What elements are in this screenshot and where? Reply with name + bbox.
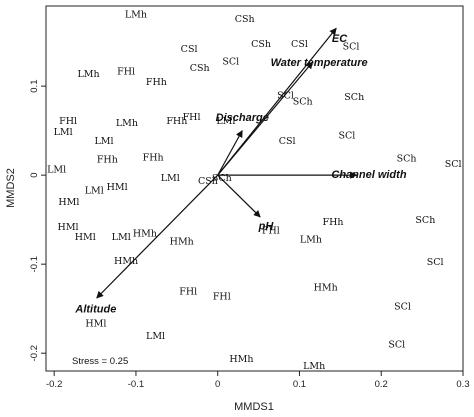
x-tick-label: 0	[215, 379, 220, 390]
site-point-label: HMl	[107, 182, 128, 193]
site-point-label: LMh	[77, 69, 99, 80]
site-point-label: FHl	[179, 286, 197, 297]
stress-annotation: Stress = 0.25	[72, 356, 128, 367]
y-axis: -0.2 -0.1 0 0.1	[29, 80, 46, 361]
plot-frame	[45, 5, 464, 372]
site-point-label: LMh	[125, 9, 147, 20]
site-point-label: SCh	[293, 97, 313, 108]
site-point-label: SCl	[343, 41, 360, 52]
site-point-label: CSh	[190, 63, 210, 74]
site-point-label: HMh	[133, 228, 157, 239]
site-point-label: HMl	[58, 222, 79, 233]
site-point-label: HMl	[85, 318, 106, 329]
site-point-label: LMl	[216, 116, 235, 127]
vector-label: pH	[258, 221, 275, 233]
x-axis-title: MMDS1	[234, 401, 274, 413]
site-point-label: CSh	[235, 14, 255, 25]
vector-label: Discharge	[216, 112, 269, 124]
vector-arrow	[217, 61, 314, 176]
site-point-label: LMl	[161, 173, 180, 184]
site-point-label: LMh	[303, 361, 325, 372]
vector-arrow	[217, 130, 243, 176]
site-point-label: LMl	[47, 164, 66, 175]
site-point-label: SCh	[212, 173, 232, 184]
site-point-label: SCl	[222, 57, 239, 68]
vector-label: Altitude	[74, 303, 116, 315]
x-tick-label: -0.1	[128, 379, 144, 390]
site-point-label: LMh	[300, 235, 322, 246]
vector-label: EC	[332, 33, 348, 45]
x-tick-label: -0.2	[46, 379, 62, 390]
site-point-label: CSh	[251, 39, 271, 50]
site-point-label: SCl	[338, 130, 355, 141]
site-point-label: SCh	[415, 215, 435, 226]
site-point-label: CSl	[291, 39, 308, 50]
vector-label: Water temperature	[271, 57, 368, 69]
site-point-label: LMh	[116, 118, 138, 129]
site-point-label: HMh	[229, 354, 253, 365]
site-point-label: FHl	[183, 112, 201, 123]
site-point-label: SCh	[397, 154, 417, 165]
site-point-label: LMl	[146, 331, 165, 342]
site-point-label: FHl	[59, 116, 77, 127]
site-point-label: SCh	[344, 92, 364, 103]
site-point-label: SCl	[427, 257, 444, 268]
vector-arrow	[217, 174, 261, 218]
site-point-label: HMl	[75, 232, 96, 243]
site-point-label: CSl	[181, 44, 198, 55]
x-tick-label: 0.1	[293, 379, 306, 390]
vectors-layer: EC Water temperature Discharge Channel widt…	[74, 27, 407, 315]
x-tick-label: 0.3	[456, 379, 469, 390]
site-point-label: FHh	[146, 77, 167, 88]
y-tick-label: 0.1	[29, 80, 40, 93]
site-point-label: SCl	[388, 340, 405, 351]
x-tick-label: 0.2	[375, 379, 388, 390]
site-point-label: FHh	[143, 153, 164, 164]
site-point-label: FHh	[166, 116, 187, 127]
site-point-label: LMl	[95, 136, 114, 147]
site-point-label: FHh	[97, 155, 118, 166]
site-point-label: HMl	[58, 197, 79, 208]
site-point-label: FHl	[213, 292, 231, 303]
site-point-label: FHl	[262, 226, 280, 237]
site-point-label: HMh	[170, 236, 194, 247]
site-point-label: HMh	[114, 256, 138, 267]
y-axis-title: MMDS2	[5, 168, 17, 208]
y-tick-label: -0.1	[29, 256, 40, 272]
x-axis: -0.2 -0.1 0 0.1 0.2 0.3	[46, 371, 470, 390]
site-point-label: LMl	[112, 232, 131, 243]
site-point-label: CSl	[279, 136, 296, 147]
vector-arrow	[96, 174, 219, 299]
site-point-label: LMl	[85, 186, 104, 197]
site-point-label: SCl	[277, 90, 294, 101]
site-point-label: SCl	[445, 159, 462, 170]
site-point-label: LMl	[54, 127, 73, 138]
site-point-label: HMh	[314, 283, 338, 294]
site-point-label: CSh	[198, 176, 218, 187]
site-point-label: FHh	[322, 217, 343, 228]
y-tick-label: 0	[29, 172, 40, 177]
site-point-label: SCl	[394, 301, 411, 312]
vector-label: Channel width	[331, 169, 406, 181]
site-point-label: FHl	[117, 66, 135, 77]
y-tick-label: -0.2	[29, 345, 40, 361]
